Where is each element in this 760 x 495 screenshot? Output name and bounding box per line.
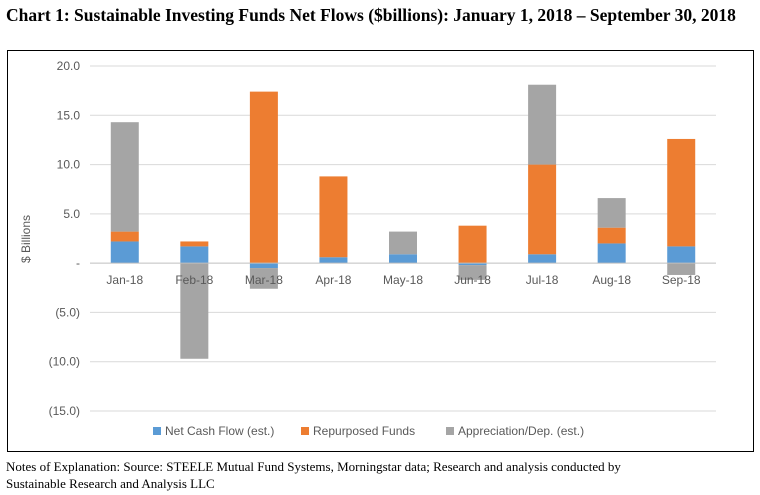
- y-tick-label: 15.0: [57, 108, 81, 122]
- bar-segment: [389, 254, 417, 264]
- legend-label: Repurposed Funds: [313, 424, 415, 438]
- y-tick-label: (5.0): [55, 305, 80, 319]
- bar-segment: [249, 268, 278, 289]
- y-tick-label: 10.0: [57, 158, 81, 172]
- bar-segment: [667, 246, 696, 264]
- x-tick-label: Apr-18: [315, 273, 351, 287]
- bar-segment: [458, 263, 487, 266]
- bar-segment: [597, 198, 626, 228]
- y-tick-label: (15.0): [49, 404, 80, 418]
- y-tick-labels: 20.0 15.0 10.0 5.0 - (5.0) (10.0) (15.0): [49, 59, 81, 418]
- bars: [110, 84, 696, 359]
- legend-swatch: [446, 427, 454, 435]
- x-tick-label: Jun-18: [454, 273, 491, 287]
- chart-frame: 20.0 15.0 10.0 5.0 - (5.0) (10.0) (15.0) Jan-18…: [7, 50, 754, 452]
- notes: Notes of Explanation: Source: STEELE Mut…: [6, 458, 756, 492]
- bar-segment: [319, 257, 348, 264]
- notes-line-2: Sustainable Research and Analysis LLC: [6, 476, 215, 491]
- bar-segment: [110, 241, 139, 264]
- bar-segment: [528, 84, 557, 165]
- bar-segment: [249, 263, 278, 269]
- notes-line-1: Notes of Explanation: Source: STEELE Mut…: [6, 459, 621, 474]
- bar-segment: [180, 241, 209, 247]
- bar-segment: [458, 265, 487, 280]
- chart-svg: 20.0 15.0 10.0 5.0 - (5.0) (10.0) (15.0) Jan-18…: [19, 59, 716, 438]
- bar-segment: [110, 231, 139, 242]
- x-tick-label: Aug-18: [592, 273, 631, 287]
- bar-segment: [319, 176, 348, 258]
- bar-segment: [528, 254, 557, 264]
- x-tick-label: May-18: [383, 273, 423, 287]
- bar-segment: [180, 263, 209, 359]
- x-tick-label: Jan-18: [106, 273, 143, 287]
- x-tick-label: Mar-18: [245, 273, 283, 287]
- bar-segment: [389, 231, 417, 255]
- legend-swatch: [153, 427, 161, 435]
- y-tick-label: 5.0: [63, 207, 80, 221]
- bar-segment: [667, 138, 696, 247]
- bar-segment: [110, 122, 139, 232]
- bar-segment: [528, 164, 557, 255]
- y-tick-label: (10.0): [49, 355, 80, 369]
- y-tick-label: -: [76, 256, 80, 270]
- y-axis-label: $ Billions: [19, 215, 33, 263]
- x-tick-label: Jul-18: [526, 273, 559, 287]
- bar-segment: [458, 225, 487, 264]
- bar-segment: [249, 91, 278, 264]
- bar-segment: [597, 243, 626, 264]
- legend-label: Net Cash Flow (est.): [165, 424, 274, 438]
- bar-segment: [180, 246, 209, 264]
- bar-segment: [667, 263, 696, 275]
- y-tick-label: 20.0: [57, 59, 81, 73]
- legend-swatch: [301, 427, 309, 435]
- chart-title: Chart 1: Sustainable Investing Funds Net…: [6, 5, 736, 25]
- x-tick-label: Sep-18: [662, 273, 701, 287]
- legend: Net Cash Flow (est.) Repurposed Funds Appr…: [153, 424, 584, 438]
- x-tick-label: Feb-18: [175, 273, 213, 287]
- bar-segment: [597, 227, 626, 244]
- x-tick-labels: Jan-18 Feb-18 Mar-18 Apr-18 May-18 Jun-18 Jul-…: [106, 273, 700, 287]
- legend-label: Appreciation/Dep. (est.): [458, 424, 584, 438]
